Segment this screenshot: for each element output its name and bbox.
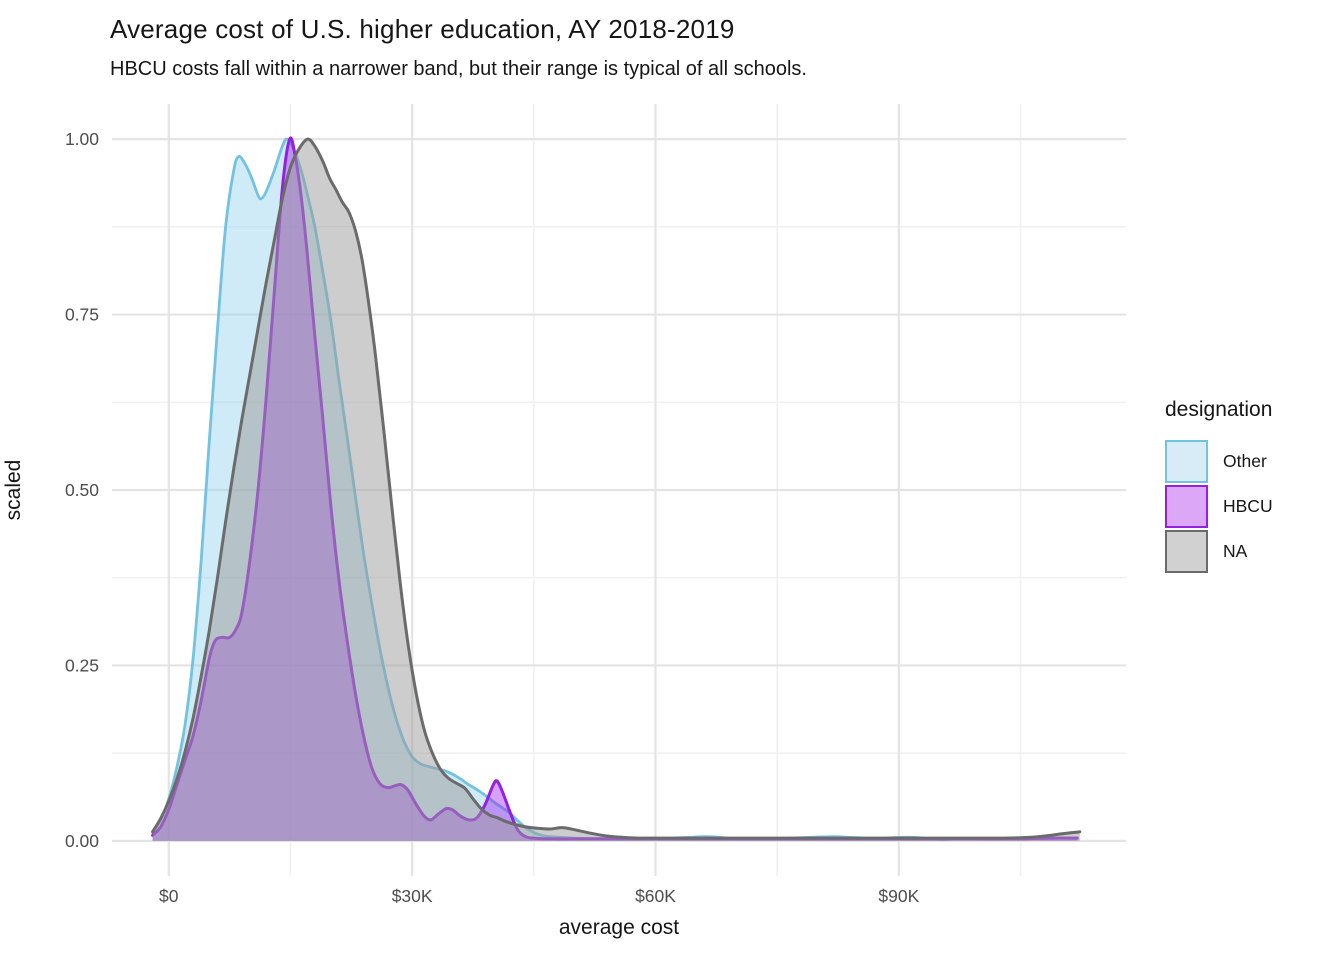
y-tick-label: 0.25: [65, 655, 99, 675]
y-axis-title: scaled: [2, 459, 25, 521]
y-tick-label: 0.75: [65, 305, 99, 325]
legend-item-other: Other: [1165, 440, 1273, 483]
density-line-na: [151, 137, 1082, 840]
legend-swatch-hbcu: [1165, 485, 1208, 528]
legend-label-other: Other: [1223, 451, 1267, 471]
legend-label-na: NA: [1223, 541, 1248, 561]
legend: designation Other HBCU NA: [1165, 398, 1273, 575]
legend-item-na: NA: [1165, 530, 1273, 573]
y-tick-label: 0.00: [65, 831, 99, 851]
legend-swatch-na: [1165, 530, 1208, 573]
chart-subtitle: HBCU costs fall within a narrower band, …: [110, 58, 807, 80]
y-tick-label: 1.00: [65, 129, 99, 149]
x-tick-label: $90K: [878, 886, 919, 906]
x-tick-label: $60K: [635, 886, 676, 906]
x-tick-label: $30K: [392, 886, 433, 906]
chart-title: Average cost of U.S. higher education, A…: [110, 14, 735, 44]
x-tick-label: $0: [159, 886, 179, 906]
legend-swatch-other: [1165, 440, 1208, 483]
legend-item-hbcu: HBCU: [1165, 485, 1273, 528]
legend-title: designation: [1165, 398, 1273, 421]
legend-label-hbcu: HBCU: [1223, 496, 1273, 516]
y-tick-label: 0.50: [65, 480, 99, 500]
density-area-na: [152, 139, 1080, 841]
x-axis-title: average cost: [558, 916, 680, 939]
